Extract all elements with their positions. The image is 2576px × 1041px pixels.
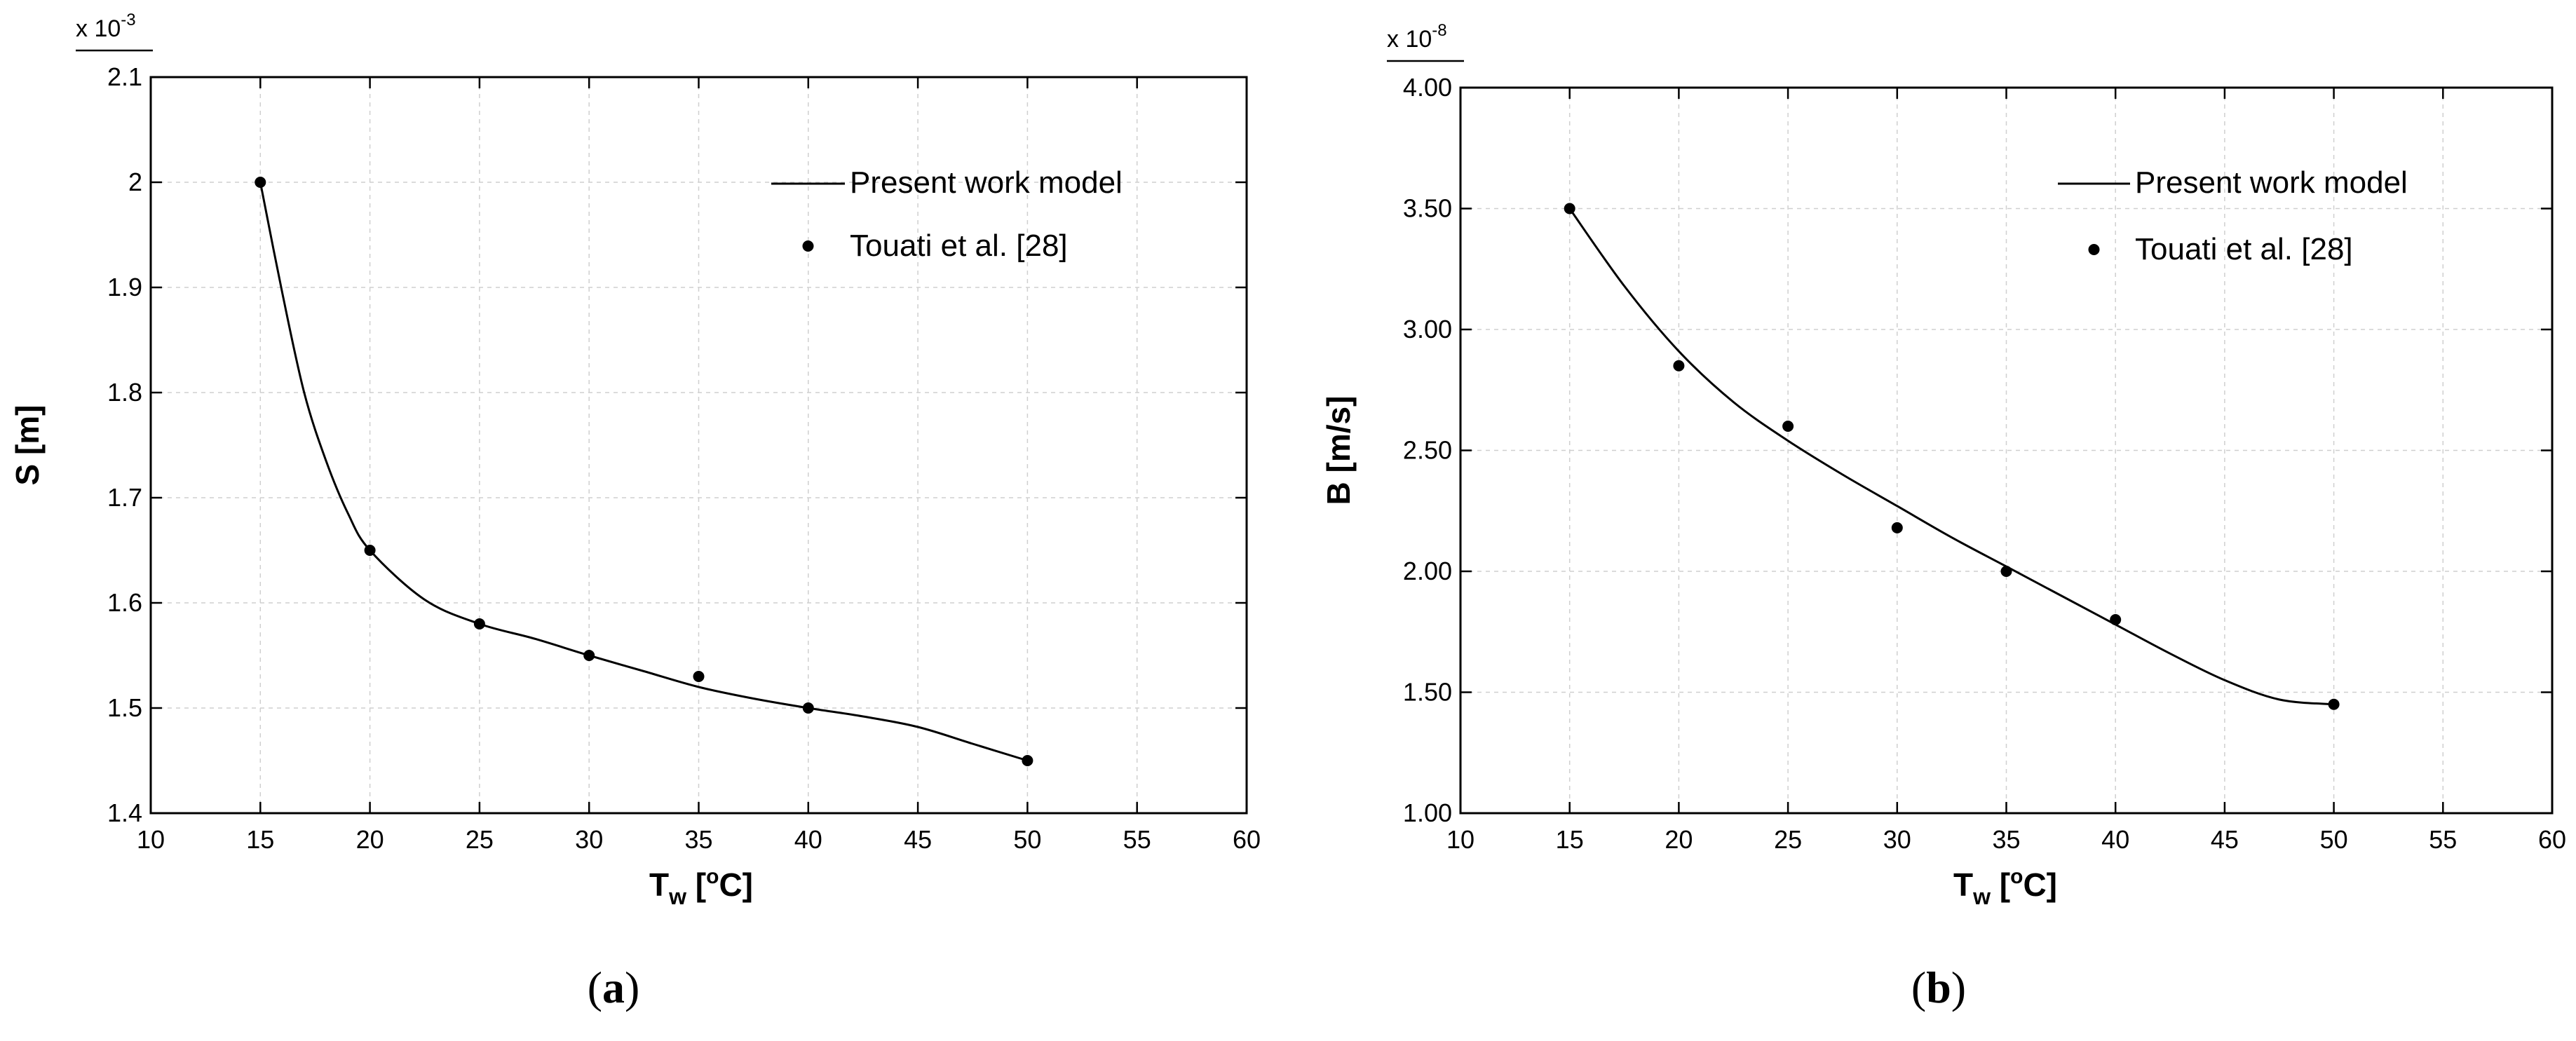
panel-a-x-tick-label-1: 15 [246,825,274,854]
panel-a-x-axis-label-sup: o [706,865,719,888]
panel-a-data-point-1 [364,545,376,556]
panel-a-x-tick-label-7: 45 [904,825,932,854]
panel-a-caption-open: ( [588,962,602,1012]
panel-b-data-point-6 [2328,698,2340,710]
panel-a-data-point-0 [255,177,266,188]
panel-b-x-axis-label: Tw [oC] [1953,865,2057,909]
panel-a-x-tick-label-8: 50 [1013,825,1041,854]
panel-a-y-tick-label-6: 2 [128,168,142,196]
chart-panel-a: 10 15 20 25 30 35 40 45 50 55 60 1.4 1.5 1.6 1.7 1.8 1.9… [9,11,1261,1012]
panel-a-y-tick-label-2: 1.6 [107,588,142,617]
panel-b-x-tick-label-4: 30 [1883,825,1911,854]
panel-b-data-point-1 [1673,360,1685,372]
chart-panel-b: 10 15 20 25 30 35 40 45 50 55 60 1.00 1.50 2.00 2.50 3.… [1320,21,2566,1012]
panel-b-caption-open: ( [1911,962,1926,1012]
panel-a-legend-touati-label: Touati et al. [28] [850,229,1068,263]
panel-a-data-point-2 [473,618,485,630]
panel-b-y-axis-label: B [m/s] [1320,396,1357,505]
panel-b-x-tick-label-8: 50 [2320,825,2348,854]
panel-a-data-point-3 [583,650,595,661]
panel-b-data-point-5 [2110,614,2122,625]
panel-b-x-axis-label-close: C] [2023,866,2057,903]
panel-b-y-tick-label-2: 2.00 [1403,557,1452,585]
panel-a-y-axis-label: S [m] [9,405,46,486]
panel-b-legend-model-label: Present work model [2135,165,2408,200]
panel-b-y-tick-label-0: 1.00 [1403,798,1452,827]
panel-b-caption-letter: b [1926,962,1951,1012]
panel-b-y-multiplier: x 10-8 [1387,21,1447,53]
panel-a-data-point-5 [802,702,814,714]
panel-a-x-axis-label-close: C] [719,866,753,903]
panel-a-x-tick-label-10: 60 [1233,825,1261,854]
panel-b-legend-point-swatch [2088,244,2100,255]
panel-a-y-multiplier: x 10-3 [76,11,136,42]
panel-a-x-tick-label-6: 40 [794,825,822,854]
panel-a-caption-letter: a [602,962,625,1012]
panel-a-x-tick-label-4: 30 [575,825,603,854]
panel-a-caption-close: ) [625,962,639,1012]
panel-b-caption-close: ) [1951,962,1966,1012]
panel-b-x-tick-label-10: 60 [2538,825,2566,854]
panel-b-data-point-2 [1782,421,1794,432]
panel-a-y-multiplier-base: x 10 [76,15,121,42]
panel-a-data-point-6 [1022,755,1033,766]
panel-b-data-point-4 [2000,566,2012,577]
panel-b-caption-label: (b) [1911,962,1966,1012]
panel-b-y-tick-label-1: 1.50 [1403,678,1452,707]
panel-b-x-tick-label-5: 35 [1992,825,2020,854]
panel-a-legend-model-label: Present work model [850,165,1123,200]
panel-a-y-tick-label-5: 1.9 [107,273,142,301]
panel-b-x-tick-label-0: 10 [1446,825,1475,854]
panel-a-y-tick-label-0: 1.4 [107,798,142,827]
panel-a-data-point-4 [693,671,705,682]
panel-b-data-point-0 [1564,203,1575,215]
panel-a-caption-label: (a) [588,962,640,1012]
panel-a-y-tick-label-4: 1.8 [107,378,142,407]
panel-a-y-tick-label-7: 2.1 [107,62,142,91]
panel-a-x-tick-label-3: 25 [466,825,494,854]
panel-b-y-multiplier-base: x 10 [1387,26,1432,53]
panel-b-y-tick-label-6: 4.00 [1403,73,1452,102]
panel-b-x-axis-label-open: [ [1991,866,2010,903]
panel-a-legend-point-swatch [802,240,814,252]
panel-a-series-model-line [259,182,1028,762]
panel-b-x-tick-label-7: 45 [2211,825,2239,854]
panel-b-x-axis-label-main: T [1953,866,1973,903]
panel-a-x-axis-label: Tw [oC] [649,865,753,909]
panel-b-y-tick-label-4: 3.00 [1403,315,1452,343]
panel-b-x-tick-label-2: 20 [1665,825,1693,854]
panel-a-y-multiplier-exp: -3 [121,11,135,29]
panel-b-y-tick-label-5: 3.50 [1403,194,1452,223]
panel-a-x-tick-label-0: 10 [137,825,165,854]
panel-b-legend-touati-label: Touati et al. [28] [2135,232,2353,266]
panel-b-data-point-3 [1891,522,1903,533]
panel-a-y-tick-label-3: 1.7 [107,483,142,512]
panel-b-y-multiplier-exp: -8 [1432,21,1446,40]
panel-b-x-tick-label-3: 25 [1774,825,1802,854]
panel-a-y-tick-label-1: 1.5 [107,693,142,722]
panel-b-y-tick-label-3: 2.50 [1403,436,1452,465]
panel-a-x-axis-label-sub: w [668,884,686,909]
panel-b-x-axis-label-sup: o [2010,865,2023,888]
panel-a-x-tick-label-2: 20 [356,825,384,854]
panel-b-x-axis-label-sub: w [1972,884,1991,909]
panel-b-x-tick-label-1: 15 [1556,825,1584,854]
panel-a-x-tick-label-9: 55 [1123,825,1151,854]
panel-a-x-tick-label-5: 35 [684,825,712,854]
panel-a-x-axis-label-open: [ [686,866,706,903]
panel-b-x-tick-label-6: 40 [2101,825,2129,854]
panel-a-x-axis-label-main: T [649,866,669,903]
panel-b-x-tick-label-9: 55 [2429,825,2457,854]
panel-b-series-model-line [1568,207,2334,706]
